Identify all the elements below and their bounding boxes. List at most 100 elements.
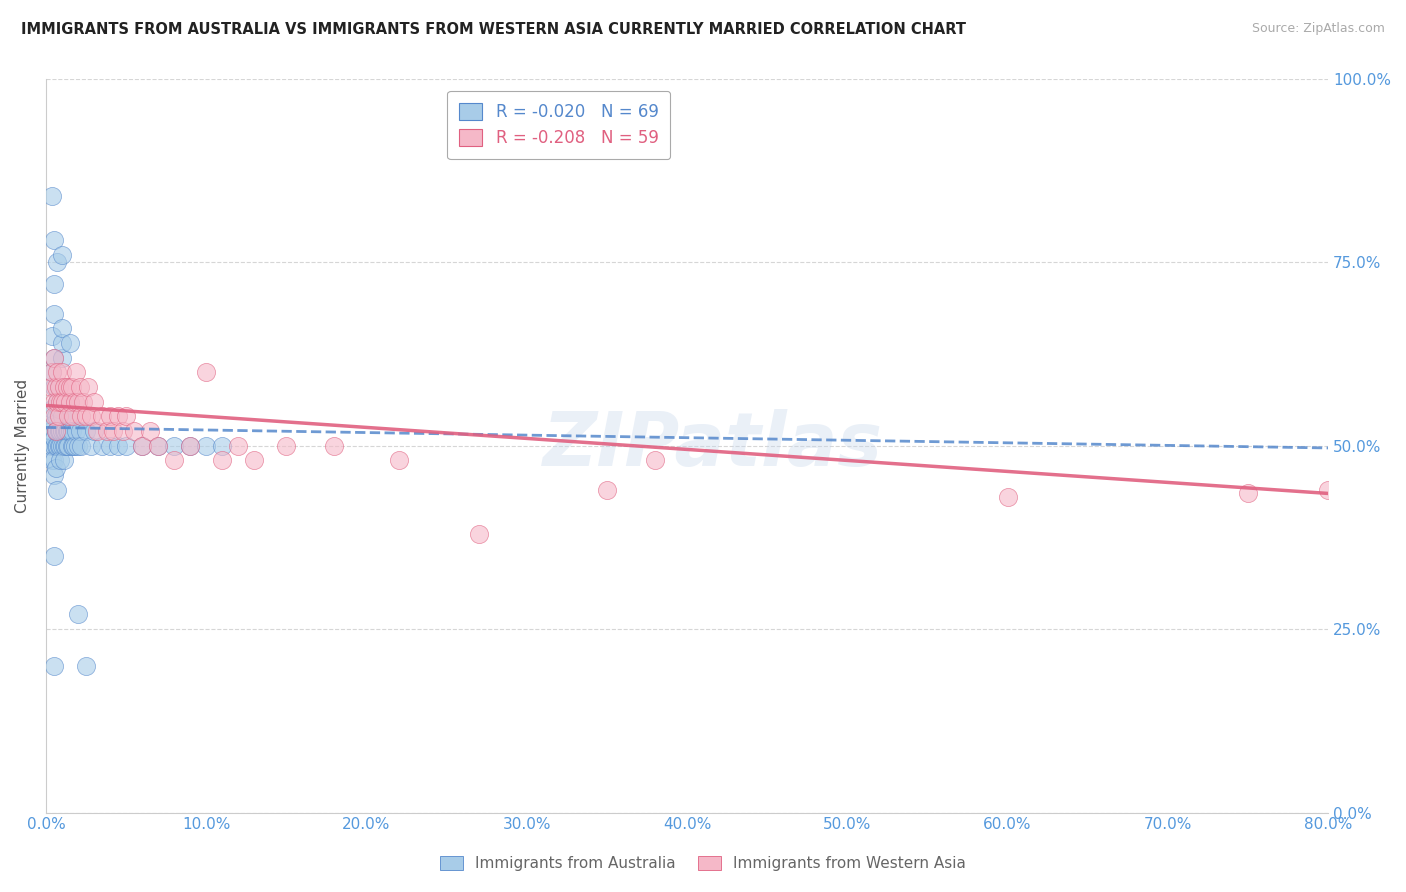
Point (41, 453, 63, 467)
Point (42, 351, 65, 365)
Text: IMMIGRANTS FROM AUSTRALIA VS IMMIGRANTS FROM WESTERN ASIA CURRENTLY MARRIED CORR: IMMIGRANTS FROM AUSTRALIA VS IMMIGRANTS … (21, 22, 966, 37)
Point (59, 394, 82, 409)
Y-axis label: Currently Married: Currently Married (15, 379, 30, 513)
Point (195, 365, 218, 379)
Point (42, 417, 65, 431)
Point (58, 439, 80, 453)
Point (46, 424, 69, 438)
Point (59, 394, 82, 409)
Point (146, 439, 169, 453)
Point (131, 439, 153, 453)
Point (62, 409, 84, 424)
Point (226, 439, 249, 453)
Point (42, 307, 65, 321)
Point (41, 365, 63, 379)
Point (52, 439, 75, 453)
Point (41, 365, 63, 379)
Point (60, 439, 83, 453)
Point (80, 439, 103, 453)
Point (51, 365, 73, 379)
Point (45, 460, 67, 475)
Point (39, 380, 62, 394)
Point (179, 439, 201, 453)
Point (59, 424, 82, 438)
Point (91, 409, 114, 424)
Point (60, 424, 83, 438)
Point (80, 409, 103, 424)
Point (387, 453, 409, 467)
Point (53, 394, 76, 409)
Point (53, 439, 76, 453)
Point (179, 439, 201, 453)
Point (42, 380, 65, 394)
Point (103, 424, 125, 438)
Point (76, 380, 98, 394)
Point (49, 424, 72, 438)
Text: ZIPatlas: ZIPatlas (543, 409, 883, 483)
Point (52, 453, 75, 467)
Point (41, 402, 63, 417)
Point (59, 380, 82, 394)
Point (49, 453, 72, 467)
Point (107, 439, 129, 453)
Point (39, 439, 62, 453)
Point (45, 409, 67, 424)
Point (63, 394, 86, 409)
Point (46, 365, 69, 379)
Point (51, 424, 73, 438)
Point (1237, 486, 1260, 500)
Point (42, 351, 65, 365)
Point (644, 453, 666, 467)
Point (66, 439, 89, 453)
Point (139, 424, 162, 438)
Point (42, 432, 65, 446)
Point (46, 394, 69, 409)
Legend: R = -0.020   N = 69, R = -0.208   N = 59: R = -0.020 N = 69, R = -0.208 N = 59 (447, 91, 671, 159)
Text: Source: ZipAtlas.com: Source: ZipAtlas.com (1251, 22, 1385, 36)
Point (45, 424, 67, 438)
Point (63, 439, 86, 453)
Point (323, 439, 346, 453)
Point (42, 277, 65, 292)
Point (98, 409, 121, 424)
Point (42, 394, 65, 409)
Point (98, 439, 121, 453)
Point (69, 424, 91, 438)
Point (48, 409, 70, 424)
Point (163, 439, 186, 453)
Point (51, 409, 73, 424)
Point (51, 394, 73, 409)
Point (70, 439, 93, 453)
Point (997, 490, 1019, 504)
Point (48, 402, 70, 417)
Point (96, 424, 118, 438)
Point (163, 453, 186, 467)
Point (52, 380, 75, 394)
Point (467, 526, 489, 541)
Point (51, 439, 73, 453)
Point (211, 453, 233, 467)
Point (42, 409, 65, 424)
Point (91, 439, 114, 453)
Point (56, 424, 79, 438)
Point (195, 439, 218, 453)
Point (59, 409, 82, 424)
Point (107, 409, 129, 424)
Point (83, 394, 105, 409)
Point (65, 365, 87, 379)
Point (115, 439, 138, 453)
Point (58, 409, 80, 424)
Point (276, 439, 298, 453)
Point (122, 424, 145, 438)
Point (75, 409, 97, 424)
Point (59, 336, 82, 351)
Point (51, 336, 73, 351)
Point (243, 453, 266, 467)
Point (48, 380, 70, 394)
Point (1317, 483, 1340, 497)
Point (211, 439, 233, 453)
Point (42, 439, 65, 453)
Point (42, 549, 65, 563)
Point (83, 424, 105, 438)
Point (56, 439, 79, 453)
